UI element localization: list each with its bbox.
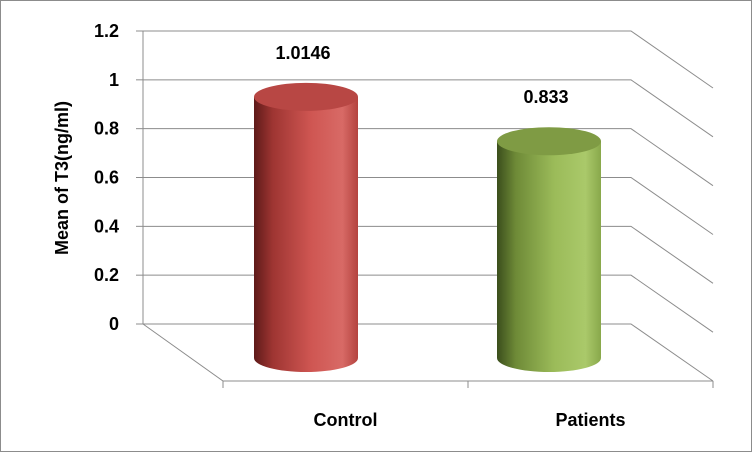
- x-axis-categories: Control Patients: [314, 410, 626, 430]
- bars: [254, 82, 601, 372]
- floor-edge: [142, 323, 713, 382]
- data-label: 0.833: [523, 87, 568, 107]
- bar-body: [497, 141, 601, 372]
- y-axis-title: Mean of T3(ng/ml): [52, 101, 72, 255]
- x-category-label: Control: [314, 410, 378, 430]
- y-tick-label: 0.6: [94, 168, 119, 188]
- y-axis-ticks: 0 0.2 0.4 0.6 0.8 1 1.2: [94, 21, 714, 388]
- y-tick-label: 0.8: [94, 119, 119, 139]
- x-category-label: Patients: [555, 410, 625, 430]
- bar-patients: [497, 127, 601, 372]
- data-label: 1.0146: [275, 43, 330, 63]
- y-tick-label: 0.2: [94, 265, 119, 285]
- gridline: [143, 323, 714, 382]
- bar-control: [254, 82, 358, 372]
- plot-walls: [142, 30, 714, 382]
- y-tick-label: 1.2: [94, 21, 119, 41]
- y-tick-label: 0: [109, 314, 119, 334]
- gridline: [143, 30, 714, 89]
- y-tick-label: 0.4: [94, 216, 119, 236]
- bar-top: [254, 82, 358, 111]
- data-labels: 1.0146 0.833: [275, 43, 568, 107]
- gridline: [143, 79, 714, 138]
- y-tick-label: 1: [109, 70, 119, 90]
- bar-body: [254, 96, 358, 372]
- bar-top: [497, 127, 601, 156]
